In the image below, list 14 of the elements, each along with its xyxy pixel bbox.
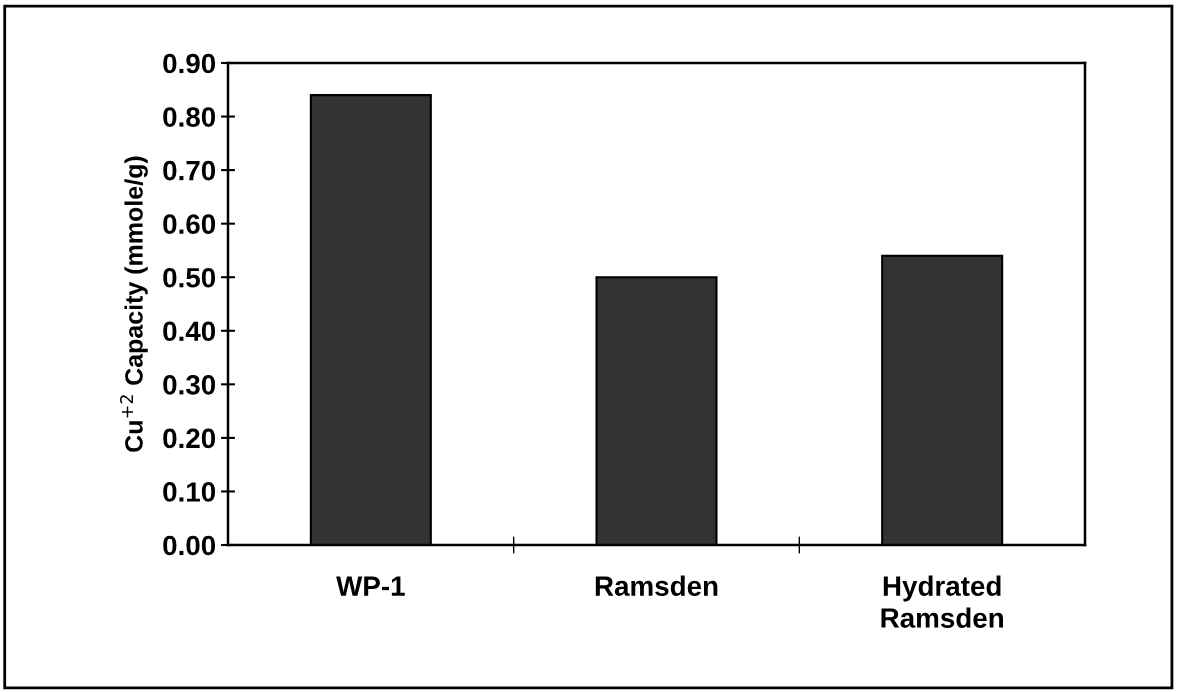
y-tick-label: 0.00 [163,535,216,556]
y-tick-label: 0.40 [163,321,216,342]
y-tick-label: 0.30 [163,375,216,395]
y-tick-label: 0.20 [163,428,216,449]
y-tick-label: 0.10 [163,482,216,502]
y-tick-label: 0.50 [163,267,216,288]
y-tick-label: 0.90 [163,53,216,74]
y-tick-label: 0.70 [163,160,216,181]
x-tick-label: Ramsden [595,575,718,596]
x-tick-label: Hydrated Ramsden [881,575,1003,628]
x-tick-label: WP-1 [336,576,405,596]
y-axis-title: Cu$^{+2}$ Capacity (mmole/g) [120,156,148,452]
y-tick-label: 0.60 [163,214,216,235]
y-tick-label: 0.80 [163,107,216,127]
